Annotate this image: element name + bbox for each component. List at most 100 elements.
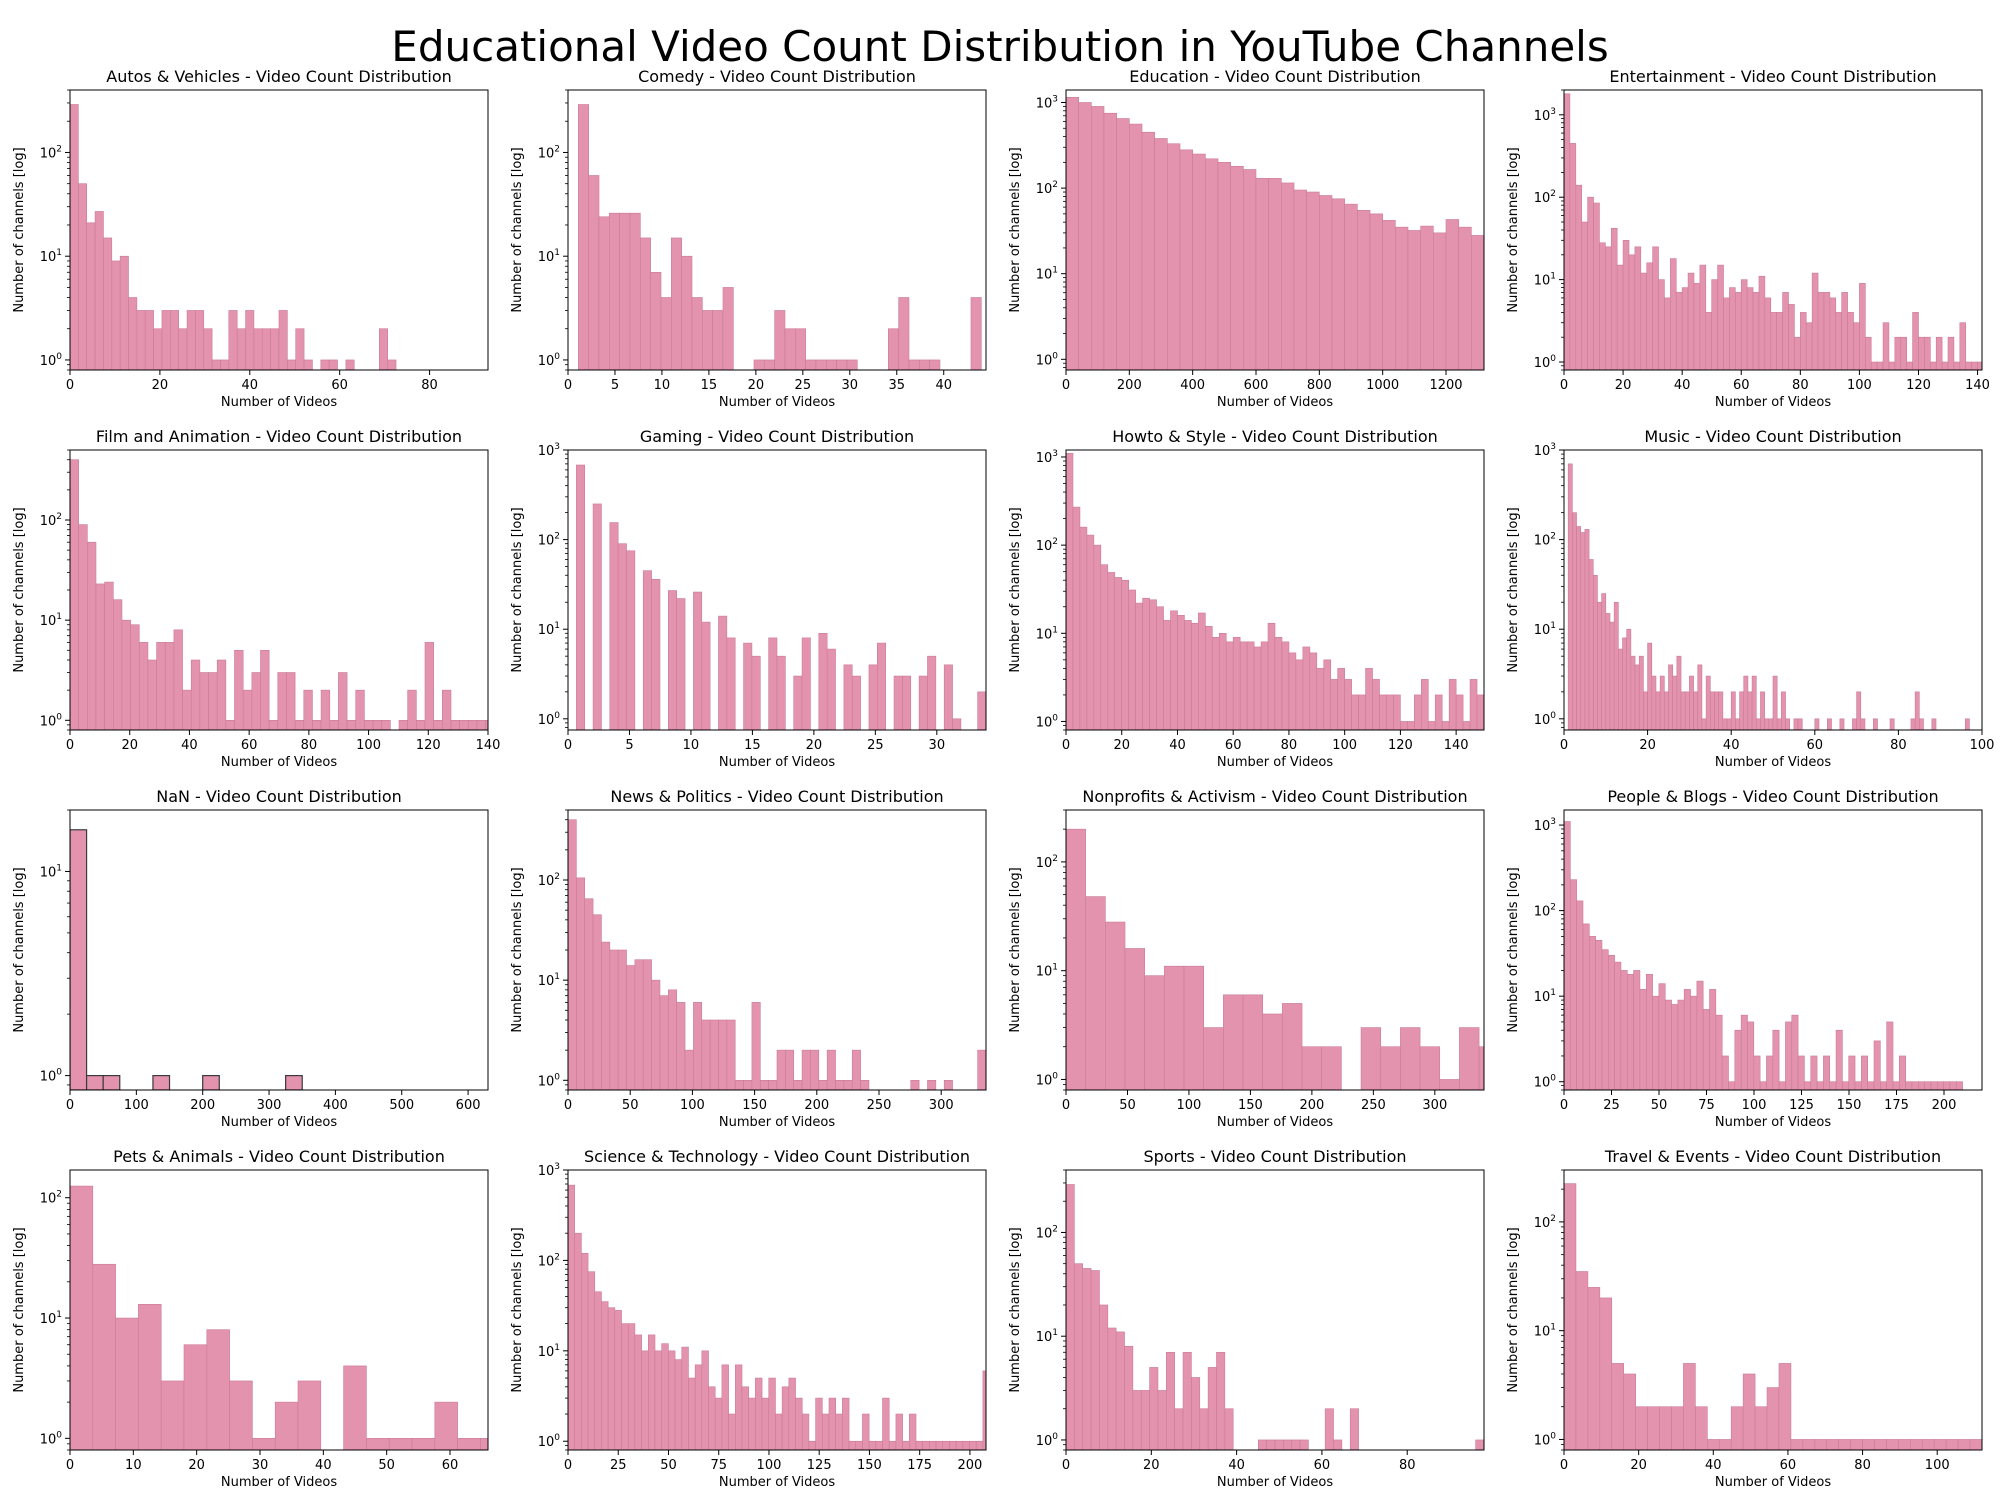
- x-tick-label: 25: [1603, 1098, 1620, 1113]
- panel-title: Autos & Vehicles - Video Count Distribut…: [106, 67, 452, 86]
- y-axis-label: Number of channels [log]: [1506, 1227, 1521, 1392]
- histogram-bar: [208, 672, 218, 730]
- histogram-bar: [943, 1079, 953, 1090]
- x-tick-label: 120: [1388, 738, 1413, 753]
- histogram-bar: [1260, 641, 1269, 730]
- histogram-bar: [485, 719, 488, 730]
- x-tick-label: 100: [1742, 1098, 1767, 1113]
- y-tick-label: 100: [1534, 1431, 1557, 1448]
- histogram-bar: [910, 1079, 920, 1090]
- histogram-bar: [1900, 336, 1907, 370]
- histogram-bar: [627, 1323, 636, 1450]
- histogram-panel: 0 20 40 60 80 100 101 102 Sports - Video Count D…: [1008, 1147, 1485, 1490]
- histogram-bar: [1826, 1439, 1839, 1450]
- histogram-bar: [1800, 312, 1807, 370]
- histogram-panel: 0 20 40 60 80 100 101 102 Autos & Vehicles - Vid…: [12, 67, 489, 410]
- histogram-bar: [1874, 1439, 1887, 1450]
- histogram-bar: [346, 719, 357, 730]
- x-tick-label: 800: [1307, 378, 1332, 393]
- histogram-bar: [621, 1323, 629, 1450]
- histogram-bar: [1357, 210, 1371, 370]
- histogram-bar: [1785, 718, 1791, 730]
- x-tick-label: 150: [857, 1458, 882, 1473]
- histogram-bar: [183, 1344, 208, 1450]
- histogram-bar: [607, 1307, 616, 1450]
- histogram-bar: [828, 1397, 836, 1450]
- histogram-bar: [634, 1334, 642, 1450]
- histogram-bar: [1575, 184, 1583, 370]
- histogram-bar: [111, 260, 121, 370]
- x-axis-label: Number of Videos: [1715, 1475, 1831, 1490]
- histogram-bar: [1880, 1081, 1887, 1090]
- histogram-bar: [144, 310, 154, 370]
- histogram-bar: [642, 959, 652, 1090]
- x-tick-label: 0: [1062, 738, 1070, 753]
- histogram-bar: [1066, 97, 1079, 370]
- histogram-bar: [229, 1380, 253, 1450]
- histogram-bar: [112, 599, 123, 730]
- histogram-bar: [268, 719, 279, 730]
- histogram-bar: [261, 328, 271, 370]
- histogram-bar: [1217, 162, 1231, 370]
- histogram-bar: [295, 328, 305, 370]
- histogram-bar: [785, 1049, 795, 1090]
- histogram-bar: [1066, 1184, 1075, 1450]
- histogram-bar: [1781, 691, 1786, 730]
- histogram-bar: [793, 1079, 803, 1090]
- histogram-bar: [1805, 322, 1813, 370]
- x-axis-label: Number of Videos: [719, 755, 835, 770]
- y-tick-label: 101: [538, 248, 560, 265]
- histogram-panel: 0 5 10 15 20 25 30 100 101 102 103 Gaming - Video C…: [510, 427, 987, 770]
- y-tick-label: 103: [1534, 442, 1556, 459]
- histogram-bar: [1242, 994, 1264, 1090]
- histogram-bar: [751, 655, 761, 730]
- histogram-bar: [848, 1440, 857, 1450]
- histogram-bar: [1380, 1046, 1401, 1090]
- histogram-bar: [1393, 694, 1401, 730]
- histogram-bar: [161, 310, 171, 370]
- histogram-bar: [1288, 652, 1297, 730]
- y-axis-label: Number of channels [log]: [510, 507, 525, 672]
- histogram-bar: [676, 598, 686, 730]
- histogram-bar: [1156, 606, 1164, 730]
- histogram-bar: [1671, 1406, 1684, 1450]
- x-tick-label: 0: [66, 738, 74, 753]
- histogram-bar: [681, 1346, 689, 1450]
- histogram-bar: [1121, 579, 1129, 730]
- x-tick-label: 10: [125, 1458, 142, 1473]
- histogram-bar: [328, 359, 338, 370]
- histogram-bar: [1659, 675, 1665, 730]
- histogram-bar: [1778, 1363, 1792, 1450]
- histogram-bar: [147, 659, 157, 730]
- x-tick-label: 600: [1244, 378, 1269, 393]
- histogram-bar: [693, 1002, 703, 1090]
- histogram-bar: [320, 359, 330, 370]
- plot-frame: [69, 1169, 489, 1451]
- histogram-bar: [1859, 283, 1866, 370]
- histogram-bar: [1128, 589, 1136, 730]
- histogram-bar: [1093, 544, 1102, 730]
- y-tick-label: 100: [40, 352, 63, 369]
- histogram-bar: [1191, 622, 1199, 730]
- histogram-bar: [1483, 240, 1484, 370]
- histogram-bar: [1835, 312, 1842, 370]
- x-axis-label: Number of Videos: [221, 1475, 337, 1490]
- y-tick-label: 101: [40, 612, 62, 629]
- y-tick-label: 100: [40, 712, 63, 729]
- panel-title: Nonprofits & Activism - Video Count Dist…: [1082, 787, 1467, 806]
- histogram-bar: [1564, 1183, 1577, 1450]
- histogram-bar: [94, 211, 104, 370]
- histogram-bar: [70, 829, 88, 1090]
- panel-title: Pets & Animals - Video Count Distributio…: [113, 1147, 445, 1166]
- histogram-bar: [1205, 158, 1219, 370]
- histogram-bar: [895, 1413, 903, 1450]
- histogram-bar: [1705, 312, 1713, 370]
- panel-title: Sports - Video Count Distribution: [1143, 1147, 1406, 1166]
- x-tick-label: 250: [867, 1098, 892, 1113]
- x-tick-label: 300: [929, 1098, 954, 1113]
- histogram-bar: [601, 941, 611, 1090]
- histogram-bar: [1701, 718, 1707, 730]
- histogram-bar: [416, 719, 426, 730]
- histogram-bar: [1129, 123, 1143, 370]
- histogram-bar: [943, 664, 953, 730]
